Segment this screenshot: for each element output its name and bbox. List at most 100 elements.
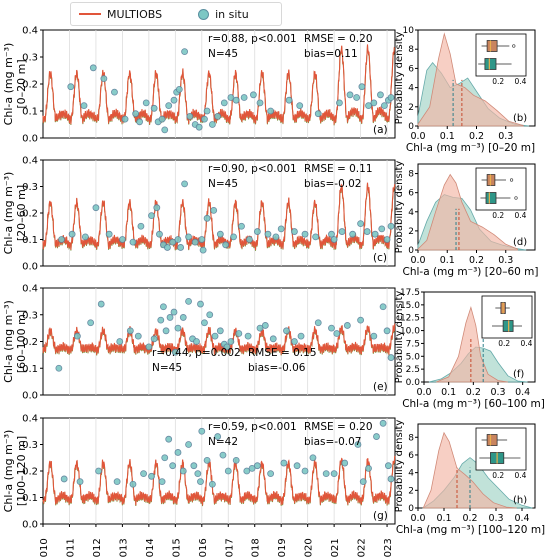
insitu-point [235, 330, 243, 337]
insitu-point [379, 303, 387, 311]
y-tick-label: 0.0 [22, 134, 38, 145]
density-y-tick-label: 8 [408, 170, 414, 180]
insitu-point [174, 324, 182, 332]
boxplot-tick-label: 0.2 [492, 471, 504, 480]
y-tick-label: 0.4 [22, 26, 38, 37]
stat-bias: bias=-0.06 [248, 362, 306, 374]
insitu-point [285, 96, 293, 104]
insitu-point [191, 238, 199, 246]
density-y-tick-label: 12.5 [400, 314, 420, 324]
model-series-line [42, 44, 396, 125]
insitu-point [201, 319, 208, 327]
insitu-point [359, 478, 367, 486]
density-x-tick-label: 0.0 [410, 255, 425, 266]
density-x-tick-label: 0.2 [469, 255, 484, 266]
insitu-point [277, 225, 285, 233]
panel-label: (e) [373, 381, 388, 393]
y-axis-depth-label: [20–60 m] [15, 185, 28, 241]
insitu-point [177, 244, 185, 251]
density-y-tick-label: 0 [408, 122, 414, 132]
stat-bias: bias=0.11 [304, 48, 358, 60]
boxplot-tick-label: 0.4 [514, 77, 526, 86]
insitu-point [328, 324, 335, 332]
y-axis-depth-label: [60–100 m] [15, 310, 28, 373]
density-x-tick-label: 0.1 [436, 513, 451, 524]
insitu-point [165, 102, 173, 109]
insitu-point [280, 459, 288, 467]
insitu-point [381, 102, 388, 109]
insitu-point [256, 99, 264, 107]
y-tick-label: 0.0 [22, 520, 38, 531]
insitu-point [158, 115, 166, 123]
insitu-point [354, 441, 362, 448]
stat-n: N=45 [152, 362, 182, 374]
insitu-point [373, 433, 380, 440]
x-tick-label: 2010 [39, 538, 50, 558]
insitu-point [132, 110, 140, 118]
insitu-point [170, 308, 178, 316]
y-tick-label: 0.0 [22, 391, 38, 402]
insitu-point [206, 311, 214, 319]
stat-n: N=42 [208, 436, 238, 448]
x-tick-label: 2023 [383, 538, 394, 558]
legend-obs-label: in situ [215, 7, 249, 21]
y-tick-label: 0.2 [22, 209, 38, 220]
insitu-point [134, 332, 142, 340]
insitu-point [170, 96, 178, 104]
density-panel-2: 0.0 0.1 0.2 0.3 0 2 4 6 8 Chl-a (mg m⁻³) [20–60 m… [394, 161, 538, 278]
insitu-point [185, 297, 192, 305]
insitu-point [384, 462, 392, 470]
insitu-point [301, 467, 309, 475]
box-insitu-outlier [514, 196, 518, 200]
insitu-point [55, 364, 63, 372]
insitu-point [336, 99, 343, 107]
insitu-point [343, 322, 351, 329]
insitu-point [203, 214, 211, 222]
insitu-point [293, 462, 301, 470]
y-tick-label: 0.0 [22, 262, 38, 273]
insitu-point [296, 102, 304, 109]
insitu-point [261, 322, 269, 329]
density-y-label: Probability density [394, 161, 405, 254]
density-x-tick-label: 0.2 [469, 131, 484, 142]
y-tick-label: 0.3 [22, 310, 38, 321]
insitu-point [219, 451, 227, 459]
insitu-point [58, 236, 65, 243]
insitu-point [240, 94, 248, 101]
y-tick-label: 0.1 [22, 493, 38, 504]
insitu-point [169, 462, 177, 470]
density-x-tick-label: 0.3 [490, 387, 505, 398]
insitu-point [238, 222, 245, 230]
insitu-point [179, 467, 187, 475]
insitu-point [179, 314, 187, 321]
x-tick-label: 2020 [304, 538, 315, 558]
density-x-tick-label: 0.4 [515, 387, 530, 398]
stat-r: r=0.90, p<0.001 [208, 163, 297, 175]
density-x-tick-label: 0.0 [416, 387, 431, 398]
density-model-area [436, 305, 508, 383]
insitu-point [129, 480, 137, 488]
insitu-point [87, 319, 95, 327]
insitu-point [322, 470, 330, 478]
insitu-point [203, 107, 211, 115]
insitu-point [232, 456, 240, 464]
panel-label: (c) [373, 252, 387, 264]
x-tick-label: 2013 [118, 538, 129, 558]
insitu-point [197, 300, 204, 308]
insitu-point [357, 316, 364, 324]
insitu-point [197, 478, 204, 486]
insitu-point [365, 102, 372, 109]
insitu-point [76, 478, 84, 486]
insitu-point [195, 123, 203, 131]
density-panel-label: (f) [513, 369, 524, 380]
insitu-point [216, 327, 224, 335]
density-y-tick-label: 2 [408, 227, 414, 237]
stat-n: N=45 [208, 178, 238, 190]
timeseries-panel-1: 0.0 0.1 0.2 0.3 0.4 Chl-a (mg m⁻³) [0–20 m] r=0… [2, 26, 396, 145]
insitu-point [365, 464, 372, 472]
insitu-point [118, 236, 126, 243]
density-y-tick-label: 0.0 [406, 378, 421, 388]
x-tick-label: 2019 [277, 538, 288, 558]
density-y-tick-label: 17.5 [400, 288, 420, 298]
